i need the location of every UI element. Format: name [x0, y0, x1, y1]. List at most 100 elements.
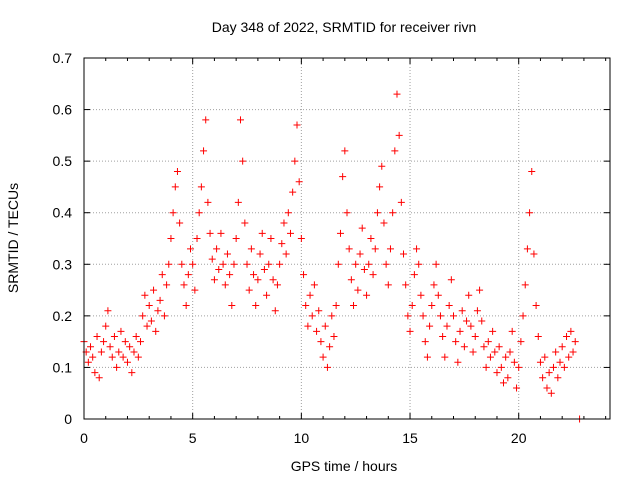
data-point: [426, 322, 434, 330]
x-tick-label: 10: [294, 430, 310, 446]
data-point: [400, 250, 408, 258]
data-point: [217, 229, 225, 237]
data-point: [560, 363, 568, 371]
data-point: [543, 384, 551, 392]
data-point: [489, 327, 497, 335]
x-axis-label: GPS time / hours: [291, 458, 398, 474]
data-point: [439, 332, 447, 340]
data-point: [204, 198, 212, 206]
data-point: [221, 281, 229, 289]
data-point: [93, 332, 101, 340]
data-point: [260, 265, 268, 273]
y-tick-label: 0: [64, 411, 72, 427]
data-point: [523, 245, 531, 253]
data-point: [406, 327, 414, 335]
data-point: [241, 219, 249, 227]
data-point: [321, 322, 329, 330]
y-tick-label: 0.5: [53, 153, 73, 169]
data-point: [293, 121, 301, 129]
data-point: [341, 147, 349, 155]
data-point: [184, 271, 192, 279]
data-point: [137, 338, 145, 346]
axis-ticks: 0 5 10 15 20 0 0.1 0.2 0.3 0.4 0.5 0.6 0.7: [53, 50, 610, 446]
data-point: [373, 209, 381, 217]
data-point: [450, 312, 458, 320]
data-point: [213, 245, 221, 253]
x-tick-label: 0: [80, 430, 88, 446]
data-point: [513, 384, 521, 392]
data-point: [369, 271, 377, 279]
data-point: [110, 332, 118, 340]
data-point: [176, 219, 184, 227]
data-point: [265, 260, 273, 268]
data-point: [432, 260, 440, 268]
data-point: [132, 332, 140, 340]
data-point: [306, 291, 314, 299]
data-point: [271, 307, 279, 315]
data-point: [197, 183, 205, 191]
data-point: [339, 173, 347, 181]
data-point: [556, 358, 564, 366]
data-point: [469, 348, 477, 356]
data-point: [350, 302, 358, 310]
y-tick-label: 0.4: [53, 205, 73, 221]
data-point: [458, 307, 466, 315]
data-point: [239, 157, 247, 165]
data-point: [358, 224, 366, 232]
data-point: [219, 260, 227, 268]
data-point: [273, 281, 281, 289]
data-point: [499, 379, 507, 387]
data-point: [123, 358, 131, 366]
data-point: [558, 343, 566, 351]
data-point: [413, 245, 421, 253]
data-point: [178, 260, 186, 268]
data-point: [367, 235, 375, 242]
y-tick-label: 0.2: [53, 308, 73, 324]
data-point: [187, 245, 195, 253]
data-point: [554, 374, 562, 382]
data-point: [506, 348, 514, 356]
data-point: [252, 302, 260, 310]
data-point: [210, 276, 218, 284]
data-point: [549, 363, 557, 371]
y-tick-label: 0.1: [53, 359, 73, 375]
data-point: [471, 332, 479, 340]
data-point: [145, 302, 153, 310]
data-point: [304, 322, 312, 330]
data-point: [384, 281, 392, 289]
data-point: [295, 178, 303, 186]
data-point: [467, 322, 475, 330]
data-point: [173, 167, 181, 175]
data-point: [108, 353, 116, 361]
data-point: [521, 281, 529, 289]
data-point: [569, 348, 577, 356]
data-point: [347, 276, 355, 284]
y-tick-label: 0.6: [53, 102, 73, 118]
data-point: [280, 219, 288, 227]
data-point: [91, 369, 99, 377]
data-point: [289, 188, 297, 196]
data-point: [456, 327, 464, 335]
data-point: [300, 271, 308, 279]
data-point: [134, 353, 142, 361]
data-point: [484, 338, 492, 346]
data-point: [565, 353, 573, 361]
data-point: [191, 286, 199, 294]
data-point: [532, 302, 540, 310]
data-point: [119, 353, 127, 361]
data-point: [102, 322, 110, 330]
data-point: [567, 327, 575, 335]
data-point: [317, 338, 325, 346]
data-point: [365, 260, 373, 268]
data-point: [147, 317, 155, 325]
data-point: [330, 332, 338, 340]
x-tick-label: 15: [402, 430, 418, 446]
data-point: [128, 369, 136, 377]
data-point: [434, 291, 442, 299]
data-point: [402, 281, 410, 289]
data-point: [250, 271, 258, 279]
y-tick-label: 0.3: [53, 256, 73, 272]
data-point: [536, 358, 544, 366]
